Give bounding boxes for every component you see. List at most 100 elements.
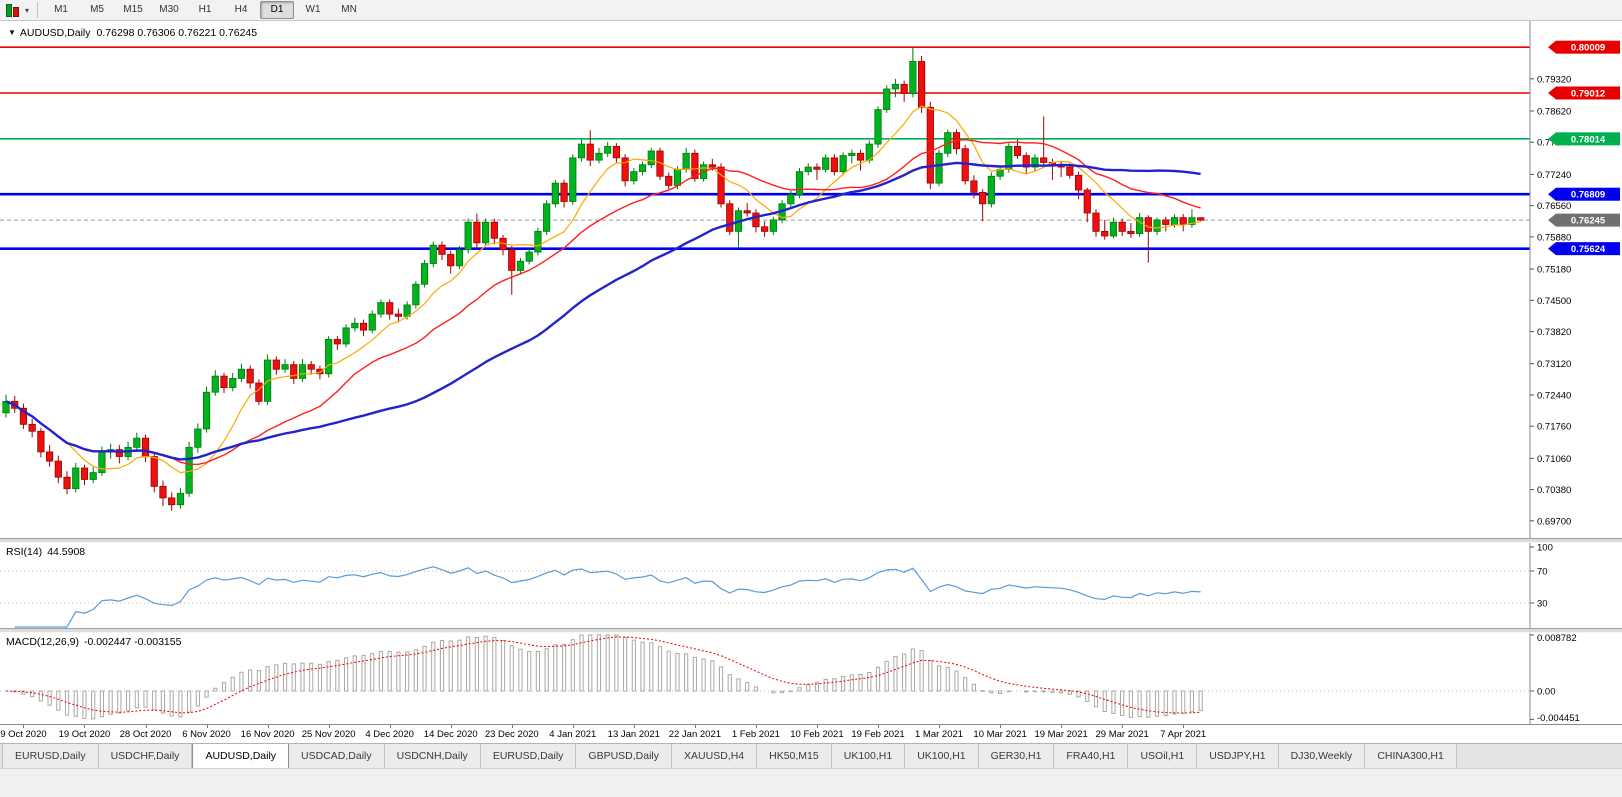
time-axis[interactable]: 9 Oct 2020 19 Oct 2020 28 Oct 2020 6 Nov 20…	[0, 724, 1622, 743]
timeframe-button-w1[interactable]: W1	[305, 4, 321, 15]
price-axis: 0.793200.786200.779400.772400.765600.758…	[1529, 21, 1622, 538]
timeframe-button-m1[interactable]: M1	[54, 4, 68, 15]
chart-tab-uk100-h1[interactable]: UK100,H1	[831, 744, 906, 768]
svg-text:0.75624: 0.75624	[1571, 244, 1606, 255]
time-axis-tick	[511, 725, 513, 728]
time-axis-label: 19 Mar 2021	[1034, 729, 1088, 740]
timeframe-button-mn[interactable]: MN	[341, 4, 357, 15]
macd-values: -0.002447 -0.003155	[83, 636, 182, 648]
rsi-value: 44.5908	[47, 546, 86, 558]
rsi-line	[14, 566, 1201, 628]
chart-tab-usdcnh-daily[interactable]: USDCNH,Daily	[384, 744, 481, 768]
svg-text:70: 70	[1537, 567, 1548, 578]
timeframe-button-m15[interactable]: M15	[123, 4, 143, 15]
panel-splitter-main-rsi[interactable]	[0, 538, 1622, 543]
timeframe-button-m30[interactable]: M30	[159, 4, 179, 15]
svg-text:0.79012: 0.79012	[1571, 88, 1605, 99]
time-axis-label: 28 Oct 2020	[119, 729, 172, 740]
chart-tab-audusd-daily[interactable]: AUDUSD,Daily	[192, 744, 290, 768]
panel-splitter-rsi-macd[interactable]	[0, 628, 1622, 633]
svg-text:0.71760: 0.71760	[1537, 422, 1571, 433]
chart-tab-gbpusd-daily[interactable]: GBPUSD,Daily	[576, 744, 673, 768]
time-axis-tick	[1061, 725, 1063, 728]
svg-text:0.72440: 0.72440	[1537, 390, 1571, 401]
chart-title: ▼ AUDUSD,Daily 0.76298 0.76306 0.76221 0.7…	[8, 27, 257, 39]
main-chart-canvas[interactable]: 0.793200.786200.779400.772400.765600.758…	[0, 21, 1622, 538]
rsi-axis: 100 70 30	[1529, 543, 1622, 628]
chart-tab-usdjpy-h1[interactable]: USDJPY,H1	[1197, 744, 1279, 768]
svg-text:0.69700: 0.69700	[1537, 516, 1571, 527]
candles	[2, 47, 1205, 511]
chart-tab-eurusd-daily[interactable]: EURUSD,Daily	[480, 744, 577, 768]
time-axis-label: 13 Jan 2021	[607, 729, 660, 740]
chart-menu-caret-icon[interactable]: ▼	[8, 28, 16, 37]
macd-histogram	[12, 634, 1203, 720]
time-axis-tick	[939, 725, 941, 728]
toolbar-separator	[37, 2, 39, 18]
time-axis-label: 19 Oct 2020	[58, 729, 111, 740]
chart-tab-ger30-h1[interactable]: GER30,H1	[978, 744, 1055, 768]
chart-tab-usdcad-daily[interactable]: USDCAD,Daily	[289, 744, 385, 768]
chart-type-icon[interactable]	[6, 3, 22, 17]
chart-tab-xauusd-h4[interactable]: XAUUSD,H4	[672, 744, 758, 768]
svg-text:0.77240: 0.77240	[1537, 170, 1571, 181]
timeframe-button-h1[interactable]: H1	[198, 4, 212, 15]
price-box-0.75624: 0.75624	[1548, 242, 1620, 256]
svg-text:0.80009: 0.80009	[1571, 43, 1605, 54]
time-axis-label: 10 Mar 2021	[973, 729, 1027, 740]
chart-tab-bar: EURUSD,Daily USDCHF,Daily AUDUSD,Daily USDC…	[0, 743, 1622, 768]
svg-text:0.75180: 0.75180	[1537, 265, 1571, 276]
timeframe-button-m5[interactable]: M5	[90, 4, 104, 15]
svg-text:30: 30	[1537, 599, 1548, 610]
svg-text:0.78014: 0.78014	[1571, 134, 1606, 145]
time-axis-tick	[1122, 725, 1124, 728]
svg-text:100: 100	[1537, 543, 1553, 554]
time-axis-label: 4 Dec 2020	[365, 729, 414, 740]
svg-text:0.76560: 0.76560	[1537, 201, 1571, 212]
chart-tab-uk100-h1[interactable]: UK100,H1	[905, 744, 979, 768]
timeframe-button-d1[interactable]: D1	[260, 1, 295, 19]
time-axis-tick	[23, 725, 25, 728]
chart-tab-fra40-h1[interactable]: FRA40,H1	[1054, 744, 1129, 768]
timeframe-button-h4[interactable]: H4	[234, 4, 248, 15]
svg-text:0.008782: 0.008782	[1537, 633, 1577, 644]
chart-symbol-period: AUDUSD,Daily	[19, 27, 91, 39]
svg-text:0.78620: 0.78620	[1537, 107, 1571, 118]
rsi-indicator-label: RSI(14) 44.5908	[6, 546, 85, 558]
macd-panel-canvas[interactable]: 0.008782 0.00 -0.004451	[0, 633, 1622, 724]
rsi-panel-canvas[interactable]: 100 70 30	[0, 543, 1622, 628]
time-axis-tick	[755, 725, 757, 728]
status-strip	[0, 768, 1622, 797]
medium-ma-line	[5, 138, 1201, 466]
chart-tab-usoil-h1[interactable]: USOil,H1	[1128, 744, 1198, 768]
time-axis-label: 19 Feb 2021	[851, 729, 905, 740]
chart-tab-eurusd-daily[interactable]: EURUSD,Daily	[2, 744, 99, 768]
time-axis-tick	[145, 725, 147, 728]
time-axis-tick	[1183, 725, 1185, 728]
time-axis-label: 25 Nov 2020	[301, 729, 356, 740]
chart-ohlc-values: 0.76298 0.76306 0.76221 0.76245	[96, 27, 258, 39]
macd-signal-line	[5, 636, 1201, 714]
svg-text:0.79320: 0.79320	[1537, 74, 1571, 85]
time-axis-tick	[694, 725, 696, 728]
fast-ma-line	[5, 105, 1201, 474]
rsi-name: RSI(14)	[6, 546, 43, 558]
time-axis-tick	[328, 725, 330, 728]
macd-axis: 0.008782 0.00 -0.004451	[1529, 633, 1622, 724]
time-axis-label: 1 Feb 2021	[731, 729, 780, 740]
chart-tab-hk50-m15[interactable]: HK50,M15	[757, 744, 832, 768]
svg-text:0.71060: 0.71060	[1537, 454, 1571, 465]
chart-tab-usdchf-daily[interactable]: USDCHF,Daily	[98, 744, 193, 768]
time-axis-label: 4 Jan 2021	[549, 729, 597, 740]
chart-tab-dj30-weekly[interactable]: DJ30,Weekly	[1278, 744, 1366, 768]
time-axis-tick	[878, 725, 879, 728]
svg-text:0.74500: 0.74500	[1537, 296, 1571, 307]
chart-tab-china300-h1[interactable]: CHINA300,H1	[1365, 744, 1457, 768]
time-axis-label: 1 Mar 2021	[915, 729, 964, 740]
macd-name: MACD(12,26,9)	[6, 636, 79, 648]
svg-text:-0.004451: -0.004451	[1537, 713, 1580, 724]
macd-indicator-label: MACD(12,26,9) -0.002447 -0.003155	[6, 636, 181, 648]
svg-text:0.76245: 0.76245	[1571, 216, 1606, 227]
time-axis-label: 22 Jan 2021	[668, 729, 722, 740]
chart-type-caret-icon[interactable]: ▾	[25, 5, 30, 15]
